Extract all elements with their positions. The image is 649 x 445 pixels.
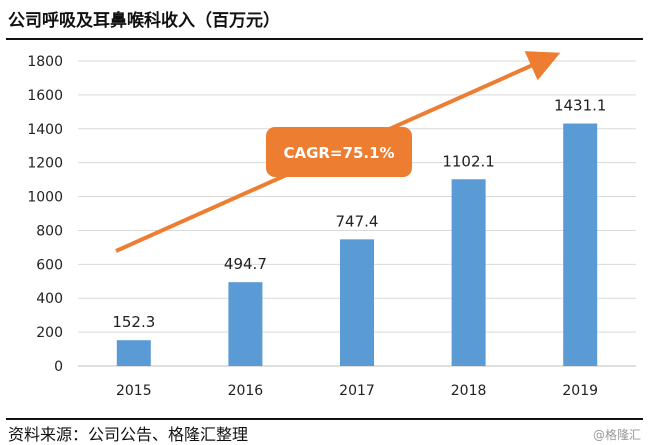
x-tick-label: 2019 [562,383,598,399]
cagr-callout: CAGR=75.1% [266,127,412,177]
y-tick-label: 0 [54,359,63,375]
x-tick-label: 2015 [116,383,152,399]
x-tick-label: 2018 [451,383,487,399]
y-tick-label: 1000 [27,190,63,206]
y-tick-label: 800 [36,223,63,239]
y-tick-label: 400 [36,291,63,307]
bar [563,123,598,366]
bar [451,179,486,366]
data-label: 152.3 [112,313,155,331]
bar [228,282,263,366]
source-note: 资料来源：公司公告、格隆汇整理 [8,425,249,444]
y-tick-label: 1200 [27,156,63,172]
cagr-label: CAGR=75.1% [283,144,394,162]
y-tick-label: 200 [36,325,63,341]
data-label: 1431.1 [554,97,607,115]
watermark: @格隆汇 [592,428,641,442]
y-tick-label: 1400 [27,122,63,138]
chart-title: 公司呼吸及耳鼻喉科收入（百万元） [8,11,280,31]
bar [116,340,151,366]
y-tick-label: 1800 [27,54,63,70]
bottom-rule [6,418,643,420]
data-label: 747.4 [336,212,379,230]
x-tick-label: 2016 [228,383,264,399]
data-label: 1102.1 [442,152,495,170]
y-tick-label: 1600 [27,88,63,104]
top-rule [6,38,643,40]
data-label: 494.7 [224,255,267,273]
x-tick-label: 2017 [339,383,375,399]
y-tick-label: 600 [36,257,63,273]
bar [340,239,374,366]
